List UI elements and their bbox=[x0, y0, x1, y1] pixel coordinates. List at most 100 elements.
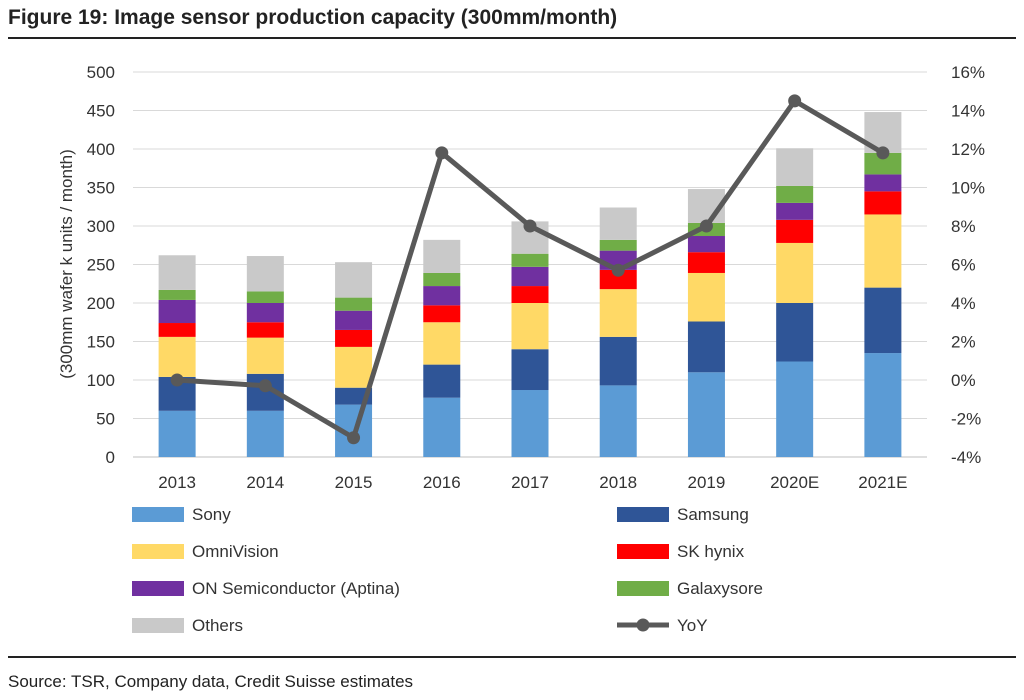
yoy-point-2014 bbox=[258, 379, 272, 393]
bar-sony-2017 bbox=[511, 390, 549, 457]
bar-galaxysore-2015 bbox=[335, 297, 373, 311]
legend-label-sony: Sony bbox=[192, 505, 231, 524]
bar-sony-2018 bbox=[599, 385, 637, 457]
bar-omnivision-2017 bbox=[511, 303, 549, 350]
bar-sk-hynix-2020e bbox=[776, 219, 814, 243]
bar-sony-2019 bbox=[687, 372, 725, 457]
y-axis-title: (300mm wafer k units / month) bbox=[57, 149, 76, 379]
yoy-point-2013 bbox=[170, 373, 184, 387]
bar-sony-2020e bbox=[776, 361, 814, 457]
y2-tick-label: 16% bbox=[951, 63, 985, 82]
bar-on-semiconductor-aptina--2020e bbox=[776, 202, 814, 220]
bar-others-2014 bbox=[246, 256, 284, 292]
bar-sony-2014 bbox=[246, 410, 284, 457]
bar-omnivision-2014 bbox=[246, 337, 284, 374]
y2-tick-label: 14% bbox=[951, 102, 985, 121]
bar-others-2018 bbox=[599, 207, 637, 240]
x-tick-label: 2013 bbox=[158, 473, 196, 492]
y2-tick-label: -2% bbox=[951, 410, 981, 429]
bar-sk-hynix-2021e bbox=[864, 191, 902, 215]
bar-samsung-2020e bbox=[776, 303, 814, 362]
legend-swatch-on-semiconductor-aptina- bbox=[132, 581, 184, 596]
bar-on-semiconductor-aptina--2019 bbox=[687, 236, 725, 253]
x-tick-label: 2014 bbox=[246, 473, 284, 492]
y-tick-label: 350 bbox=[87, 179, 115, 198]
bar-galaxysore-2018 bbox=[599, 239, 637, 251]
bar-sk-hynix-2014 bbox=[246, 322, 284, 338]
y-tick-label: 0 bbox=[106, 448, 115, 467]
legend-label-samsung: Samsung bbox=[677, 505, 749, 524]
yoy-point-2017 bbox=[523, 219, 537, 233]
bar-galaxysore-2017 bbox=[511, 253, 549, 267]
bar-on-semiconductor-aptina--2021e bbox=[864, 174, 902, 192]
y-tick-label: 400 bbox=[87, 140, 115, 159]
y-tick-label: 250 bbox=[87, 256, 115, 275]
y-tick-label: 450 bbox=[87, 102, 115, 121]
stacked-bar-line-chart: 0 50 100 150 200 250 300 350 400 450 500 -4% -2% 0% 2… bbox=[57, 63, 985, 635]
bars-layer bbox=[158, 112, 902, 457]
yoy-point-2018 bbox=[611, 263, 625, 277]
y2-tick-label: 0% bbox=[951, 371, 976, 390]
bar-on-semiconductor-aptina--2013 bbox=[158, 299, 196, 324]
y-tick-label: 150 bbox=[87, 333, 115, 352]
y2-tick-label: 12% bbox=[951, 140, 985, 159]
legend-label-sk-hynix: SK hynix bbox=[677, 542, 745, 561]
bar-samsung-2018 bbox=[599, 336, 637, 386]
bar-galaxysore-2020e bbox=[776, 185, 814, 203]
legend-swatch-sony bbox=[132, 507, 184, 522]
source-rule bbox=[8, 656, 1016, 658]
bar-sk-hynix-2015 bbox=[335, 329, 373, 347]
title-rule bbox=[8, 37, 1016, 39]
bar-sk-hynix-2018 bbox=[599, 269, 637, 290]
bar-on-semiconductor-aptina--2015 bbox=[335, 310, 373, 330]
bar-sk-hynix-2013 bbox=[158, 323, 196, 337]
y-tick-label: 300 bbox=[87, 217, 115, 236]
legend-swatch-others bbox=[132, 618, 184, 633]
bar-sony-2013 bbox=[158, 410, 196, 457]
legend-marker-yoy bbox=[636, 618, 650, 632]
bar-sk-hynix-2016 bbox=[423, 305, 461, 323]
y-tick-label: 100 bbox=[87, 371, 115, 390]
x-tick-label: 2018 bbox=[599, 473, 637, 492]
legend-label-galaxysore: Galaxysore bbox=[677, 579, 763, 598]
bar-others-2016 bbox=[423, 239, 461, 273]
bar-omnivision-2013 bbox=[158, 336, 196, 377]
y-tick-label: 500 bbox=[87, 63, 115, 82]
bar-omnivision-2016 bbox=[423, 322, 461, 365]
bar-galaxysore-2021e bbox=[864, 152, 902, 175]
x-tick-label: 2016 bbox=[423, 473, 461, 492]
bar-galaxysore-2016 bbox=[423, 272, 461, 287]
bar-samsung-2016 bbox=[423, 364, 461, 398]
y2-tick-label: 10% bbox=[951, 179, 985, 198]
legend-swatch-omnivision bbox=[132, 544, 184, 559]
x-tick-label: 2019 bbox=[688, 473, 726, 492]
yoy-line-layer bbox=[170, 94, 890, 445]
y-tick-label: 50 bbox=[96, 410, 115, 429]
x-tick-label: 2015 bbox=[335, 473, 373, 492]
bar-galaxysore-2013 bbox=[158, 289, 196, 300]
yoy-point-2016 bbox=[435, 146, 449, 160]
y2-tick-label: 8% bbox=[951, 217, 976, 236]
figure-title: Figure 19: Image sensor production capac… bbox=[8, 6, 618, 29]
yoy-point-2021e bbox=[876, 146, 890, 160]
yoy-point-2020e bbox=[788, 94, 802, 108]
y2-tick-label: 2% bbox=[951, 333, 976, 352]
source-note: Source: TSR, Company data, Credit Suisse… bbox=[8, 672, 414, 691]
legend-label-yoy: YoY bbox=[677, 616, 708, 635]
x-tick-label: 2020E bbox=[770, 473, 819, 492]
bar-galaxysore-2014 bbox=[246, 291, 284, 303]
x-axis: 2013 2014 2015 2016 2017 2018 2019 2020E 2021E bbox=[158, 473, 907, 492]
x-tick-label: 2021E bbox=[858, 473, 907, 492]
bar-omnivision-2019 bbox=[687, 272, 725, 322]
bar-sk-hynix-2019 bbox=[687, 252, 725, 273]
bar-others-2013 bbox=[158, 255, 196, 290]
y2-tick-label: 6% bbox=[951, 256, 976, 275]
bar-sony-2021e bbox=[864, 353, 902, 457]
yoy-point-2015 bbox=[347, 431, 361, 445]
bar-on-semiconductor-aptina--2014 bbox=[246, 303, 284, 323]
right-axis: -4% -2% 0% 2% 4% 6% 8% 10% 12% 14% 16% bbox=[951, 63, 985, 467]
x-tick-label: 2017 bbox=[511, 473, 549, 492]
y2-tick-label: -4% bbox=[951, 448, 981, 467]
legend-label-others: Others bbox=[192, 616, 243, 635]
bar-on-semiconductor-aptina--2017 bbox=[511, 266, 549, 287]
